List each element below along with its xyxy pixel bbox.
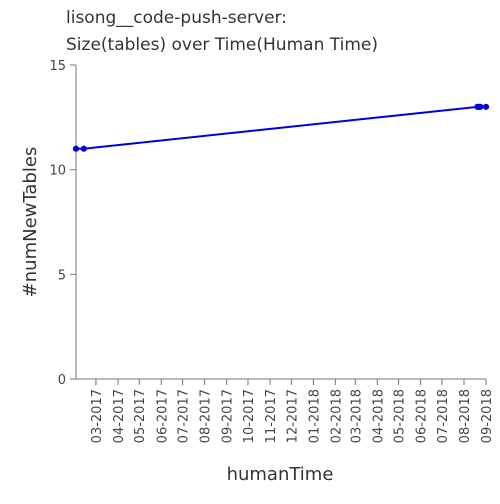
x-tick-label: 03-2017 xyxy=(90,389,105,443)
chart-title-line-1: lisong__code-push-server: xyxy=(66,8,287,28)
x-tick-label: 02-2018 xyxy=(329,389,344,443)
x-tick-label: 05-2017 xyxy=(133,389,148,443)
x-tick-label: 11-2017 xyxy=(264,389,279,443)
plot-area: 0 5 10 15 03-2017 04-2017 05-2017 06-2017 07-20… xyxy=(49,59,495,443)
data-point xyxy=(72,145,80,152)
y-tick-label: 0 xyxy=(58,373,66,388)
x-tick-label: 08-2018 xyxy=(458,389,473,443)
x-tick-label: 07-2017 xyxy=(177,389,192,443)
x-tick-label: 10-2017 xyxy=(242,389,257,443)
y-axis-label: #numNewTables xyxy=(20,147,41,298)
x-tick-label: 09-2018 xyxy=(480,389,495,443)
x-tick-label: 12-2017 xyxy=(285,389,300,443)
x-tick-label: 09-2017 xyxy=(221,389,236,443)
x-tick-label: 03-2018 xyxy=(349,389,364,443)
x-axis-ticks: 03-2017 04-2017 05-2017 06-2017 07-2017 08-20… xyxy=(90,379,495,443)
data-point xyxy=(477,103,484,110)
x-tick-label: 01-2018 xyxy=(307,389,322,443)
y-axis-ticks: 0 5 10 15 xyxy=(49,59,76,388)
x-axis-label: humanTime xyxy=(227,464,334,485)
x-tick-label: 05-2018 xyxy=(393,389,408,443)
series-layer xyxy=(72,103,490,152)
data-point xyxy=(80,145,87,152)
series-line xyxy=(76,105,486,150)
x-tick-label: 07-2018 xyxy=(436,389,451,443)
x-tick-label: 06-2017 xyxy=(155,389,170,443)
data-point xyxy=(482,103,490,110)
chart-title-line-2: Size(tables) over Time(Human Time) xyxy=(66,35,378,55)
x-tick-label: 06-2018 xyxy=(415,389,430,443)
y-tick-label: 5 xyxy=(58,268,66,283)
x-tick-label: 08-2017 xyxy=(199,389,214,443)
y-tick-label: 15 xyxy=(49,59,66,74)
y-tick-label: 10 xyxy=(49,164,66,179)
x-tick-label: 04-2017 xyxy=(112,389,127,443)
x-tick-label: 04-2018 xyxy=(371,389,386,443)
